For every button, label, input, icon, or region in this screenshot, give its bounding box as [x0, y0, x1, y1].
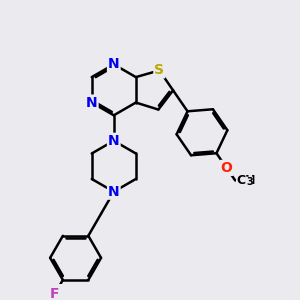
Text: N: N: [86, 96, 98, 110]
Text: O: O: [220, 161, 232, 175]
Text: N: N: [108, 57, 120, 71]
Text: N: N: [108, 134, 120, 148]
Text: N: N: [108, 185, 120, 199]
Text: S: S: [154, 63, 164, 77]
Text: 3: 3: [246, 177, 253, 187]
Text: CH: CH: [237, 174, 256, 187]
Text: F: F: [50, 287, 59, 300]
